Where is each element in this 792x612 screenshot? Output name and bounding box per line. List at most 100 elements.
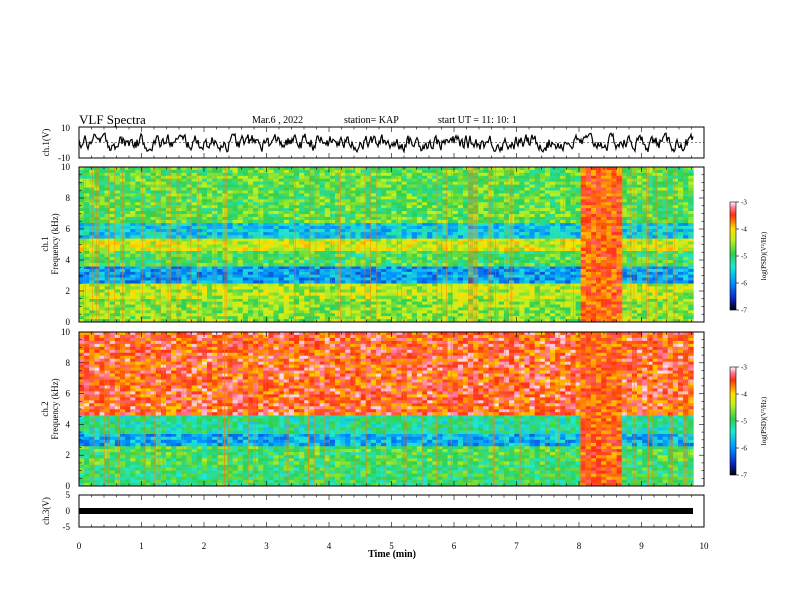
spectrogram-cell bbox=[478, 266, 484, 270]
spectrogram-cell bbox=[299, 253, 305, 258]
spectrogram-cell bbox=[304, 208, 310, 212]
spectrogram-cell bbox=[596, 260, 602, 264]
spectrogram-cell bbox=[125, 238, 131, 242]
spectrogram-cell bbox=[688, 295, 694, 300]
spectrogram-cell bbox=[334, 241, 341, 245]
spectrogram-cell bbox=[411, 263, 418, 267]
spectrogram-cell bbox=[247, 263, 254, 267]
spectrogram-cell bbox=[401, 313, 407, 317]
spectrogram-cell bbox=[232, 310, 239, 314]
spectrogram-cell bbox=[493, 295, 500, 300]
spectrogram-cell bbox=[340, 250, 346, 255]
spectrogram-cell bbox=[411, 310, 418, 314]
spectrogram-cell bbox=[258, 250, 264, 255]
spectrogram-cell bbox=[324, 175, 331, 180]
spectrogram-cell bbox=[524, 274, 530, 278]
spectrogram-cell bbox=[457, 269, 464, 273]
spectrogram-cell bbox=[642, 310, 648, 314]
spectrogram-cell bbox=[253, 222, 259, 227]
spectrogram-cell bbox=[652, 271, 658, 276]
spectrogram-cell bbox=[334, 295, 341, 300]
spectrogram-cell bbox=[150, 222, 157, 227]
spectrogram-cell bbox=[411, 247, 418, 251]
spectrogram-cell bbox=[647, 310, 653, 314]
spectrogram-cell bbox=[473, 289, 479, 293]
spectrogram-cell bbox=[283, 235, 290, 239]
spectrogram-cell bbox=[273, 190, 279, 194]
spectrogram-cell bbox=[483, 274, 489, 278]
spectrogram-cell bbox=[452, 313, 459, 317]
spectrogram-cell bbox=[150, 266, 157, 270]
spectrogram-cell bbox=[585, 283, 592, 287]
spectrogram-cell bbox=[596, 247, 602, 251]
spectrogram-cell bbox=[109, 310, 116, 314]
spectrogram-cell bbox=[340, 292, 346, 296]
spectrogram-cell bbox=[237, 229, 244, 233]
spectrogram-cell bbox=[565, 274, 571, 278]
spectrogram-cell bbox=[140, 190, 146, 194]
spectrogram-cell bbox=[145, 301, 151, 305]
spectrogram-cell bbox=[166, 193, 172, 197]
spectrogram-cell bbox=[79, 199, 85, 203]
spectrogram-cell bbox=[396, 277, 402, 281]
spectrogram-cell bbox=[580, 304, 587, 308]
spectrogram-cell bbox=[529, 301, 535, 305]
spectrogram-cell bbox=[329, 274, 336, 278]
spectrogram-cell bbox=[206, 319, 213, 323]
spectrogram-cell bbox=[683, 250, 689, 255]
spectrogram-cell bbox=[626, 316, 633, 320]
spectrogram-cell bbox=[145, 295, 151, 300]
spectrogram-cell bbox=[678, 313, 684, 317]
spectrogram-cell bbox=[375, 304, 382, 308]
spectrogram-cell bbox=[411, 274, 418, 278]
spectrogram-cell bbox=[329, 263, 336, 267]
spectrogram-cell bbox=[89, 208, 95, 212]
spectrogram-cell bbox=[171, 181, 177, 185]
spectrogram-cell bbox=[555, 232, 561, 236]
spectrogram-cell bbox=[345, 241, 351, 245]
spectrogram-cell bbox=[237, 213, 244, 218]
spectrogram-cell bbox=[135, 167, 141, 171]
spectrogram-cell bbox=[647, 283, 653, 287]
spectrogram-cell bbox=[304, 193, 310, 197]
spectrogram-cell bbox=[334, 271, 341, 276]
spectrogram-cell bbox=[104, 196, 111, 200]
spectrogram-cell bbox=[155, 216, 162, 221]
spectrogram-cell bbox=[140, 247, 146, 251]
spectrogram-cell bbox=[534, 295, 541, 300]
spectrogram-cell bbox=[145, 167, 151, 171]
spectrogram-cell bbox=[447, 238, 454, 242]
spectrogram-cell bbox=[406, 283, 413, 287]
spectrogram-cell bbox=[498, 250, 505, 255]
spectrogram-cell bbox=[375, 316, 382, 320]
spectrogram-cell bbox=[273, 238, 279, 242]
spectrogram-cell bbox=[411, 235, 418, 239]
spectrogram-cell bbox=[483, 307, 489, 311]
spectrogram-cell bbox=[647, 244, 653, 248]
spectrogram-cell bbox=[447, 289, 454, 293]
spectrogram-cell bbox=[242, 181, 249, 185]
spectrogram-cell bbox=[503, 222, 510, 227]
spectrogram-cell bbox=[109, 181, 116, 185]
spectrogram-cell bbox=[329, 269, 336, 273]
spectrogram-cell bbox=[585, 274, 592, 278]
spectrogram-cell bbox=[242, 269, 249, 273]
spectrogram-cell bbox=[273, 307, 279, 311]
spectrogram-cell bbox=[268, 286, 274, 290]
spectrogram-cell bbox=[84, 283, 90, 287]
spectrogram-cell bbox=[575, 274, 582, 278]
spectrogram-cell bbox=[114, 219, 121, 224]
spectrogram-cell bbox=[181, 175, 187, 180]
spectrogram-cell bbox=[232, 271, 239, 276]
spectrogram-cell bbox=[104, 292, 111, 296]
spectrogram-cell bbox=[370, 316, 377, 320]
spectrogram-cell bbox=[416, 292, 423, 296]
spectrogram-cell bbox=[217, 167, 223, 171]
spectrogram-cell bbox=[631, 292, 638, 296]
spectrogram-cell bbox=[314, 238, 320, 242]
spectrogram-cell bbox=[94, 274, 100, 278]
spectrogram-cell bbox=[181, 181, 187, 185]
spectrogram-cell bbox=[442, 253, 448, 258]
spectrogram-cell bbox=[652, 253, 658, 258]
spectrogram-cell bbox=[519, 307, 525, 311]
